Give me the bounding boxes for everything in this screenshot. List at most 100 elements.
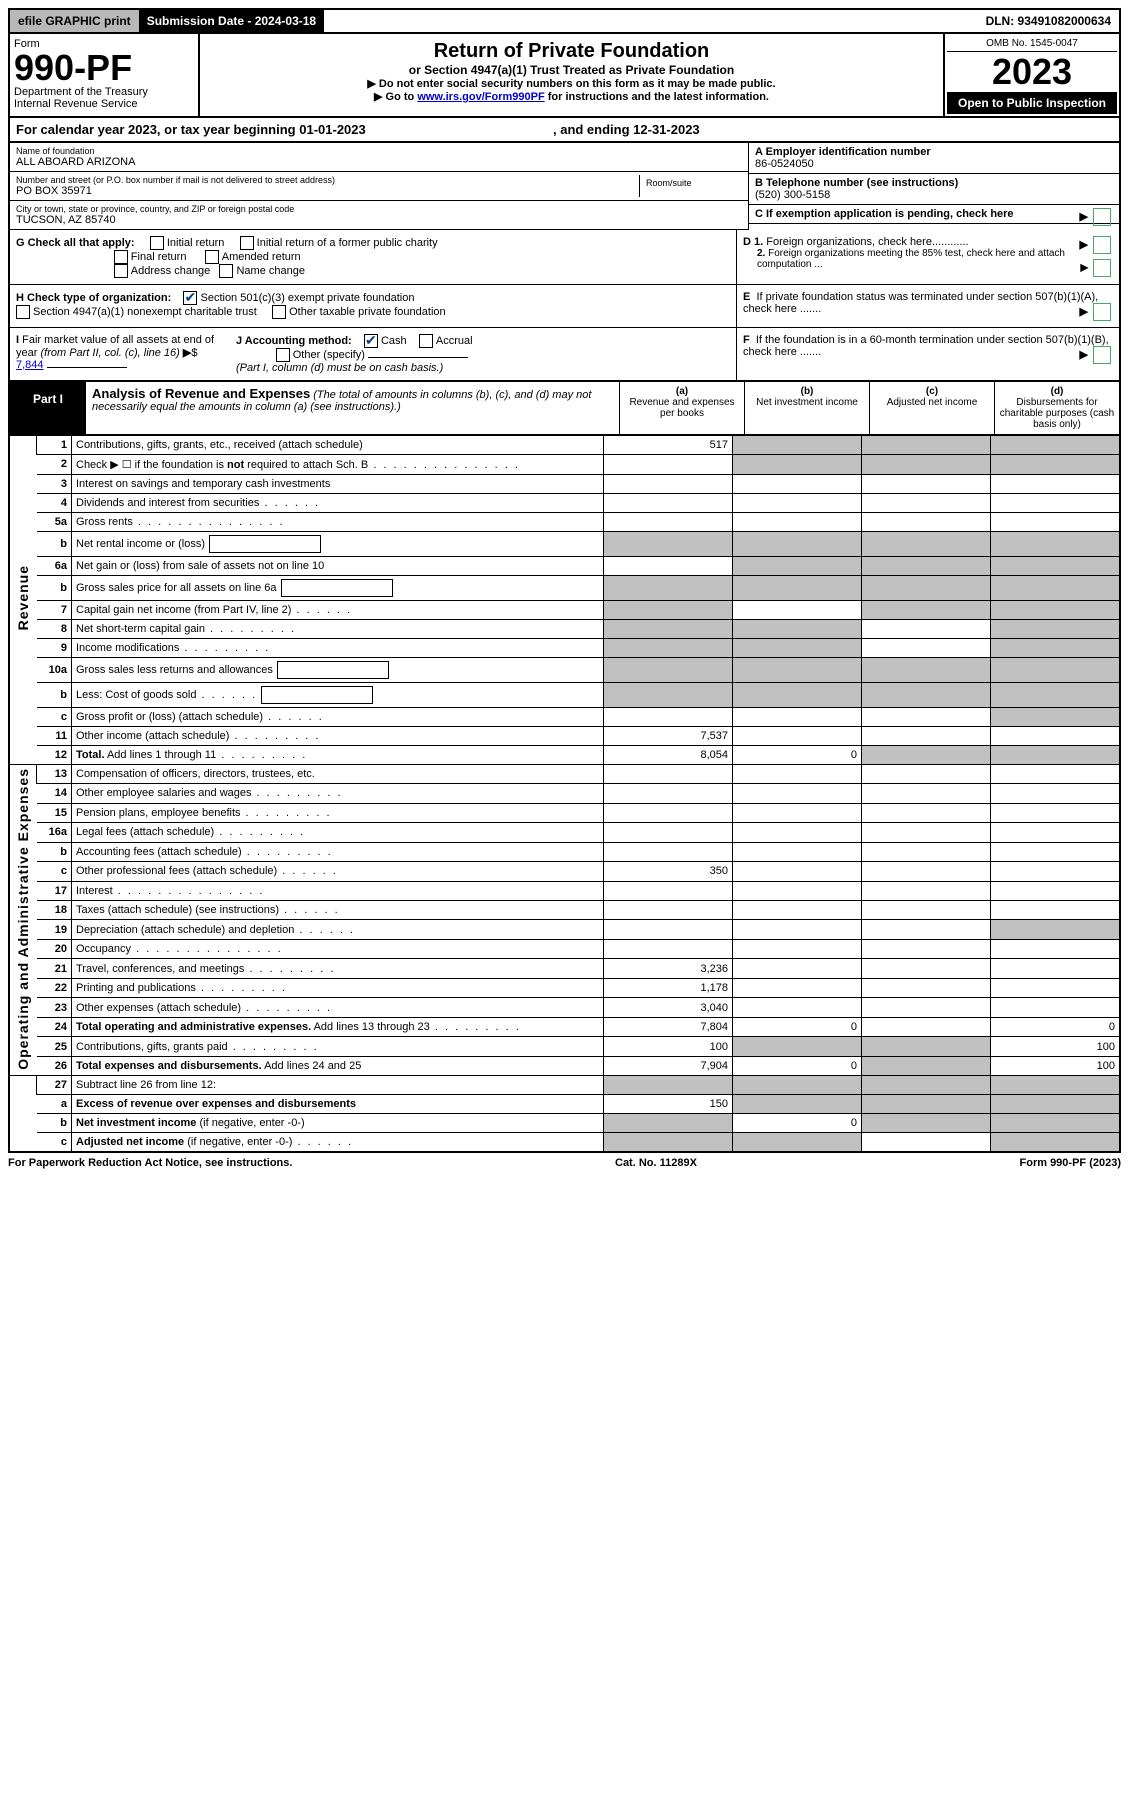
cell (862, 764, 991, 783)
row-desc: Gross sales price for all assets on line… (72, 575, 604, 600)
info-right: A Employer identification number 86-0524… (748, 143, 1119, 230)
cell (604, 575, 733, 600)
part1-desc: Analysis of Revenue and Expenses (The to… (86, 382, 619, 434)
dept: Department of the Treasury (14, 86, 194, 98)
row-num: 20 (37, 939, 72, 958)
cell: 0 (733, 1056, 862, 1076)
cell (733, 803, 862, 822)
cell (991, 959, 1121, 978)
cell: 1,178 (604, 978, 733, 997)
g-opt0: Initial return (167, 237, 224, 249)
row-desc: Dividends and interest from securities (72, 493, 604, 512)
cell (733, 784, 862, 803)
tel: (520) 300-5158 (755, 189, 1113, 201)
cell (991, 556, 1121, 575)
main-table: Revenue1Contributions, gifts, grants, et… (8, 436, 1121, 1154)
j-other[interactable] (276, 348, 290, 362)
cell (991, 436, 1121, 455)
cell (862, 823, 991, 842)
cell: 0 (733, 1114, 862, 1133)
foundation-name: ALL ABOARD ARIZONA (16, 156, 742, 168)
g-initial-former[interactable] (240, 236, 254, 250)
f-checkbox[interactable] (1093, 346, 1111, 364)
open-public: Open to Public Inspection (947, 92, 1117, 114)
cell (733, 657, 862, 682)
row-desc: Net gain or (loss) from sale of assets n… (72, 556, 604, 575)
cell (862, 939, 991, 958)
cell (604, 939, 733, 958)
cell (604, 657, 733, 682)
f-section: F If the foundation is in a 60-month ter… (736, 328, 1119, 380)
cell (862, 600, 991, 619)
row-desc: Gross profit or (loss) (attach schedule) (72, 707, 604, 726)
cell (991, 862, 1121, 881)
c-label: C If exemption application is pending, c… (755, 208, 1014, 220)
g-opt5: Name change (236, 265, 305, 277)
note1: ▶ Do not enter social security numbers o… (206, 77, 937, 90)
cell (862, 900, 991, 919)
header-right: OMB No. 1545-0047 2023 Open to Public In… (943, 34, 1119, 116)
row-desc: Adjusted net income (if negative, enter … (72, 1133, 604, 1153)
cell (604, 707, 733, 726)
row-num: 25 (37, 1037, 72, 1056)
cell (991, 707, 1121, 726)
cell (604, 900, 733, 919)
cell (733, 764, 862, 783)
g-amended[interactable] (205, 250, 219, 264)
g-name-change[interactable] (219, 264, 233, 278)
cell (991, 978, 1121, 997)
cell (733, 978, 862, 997)
header-center: Return of Private Foundation or Section … (200, 34, 943, 116)
cell (604, 1133, 733, 1153)
form-link[interactable]: www.irs.gov/Form990PF (417, 91, 544, 103)
j-accrual[interactable] (419, 334, 433, 348)
row-desc: Printing and publications (72, 978, 604, 997)
row-num: c (37, 707, 72, 726)
row-desc: Other income (attach schedule) (72, 726, 604, 745)
cell (991, 512, 1121, 531)
cell (733, 682, 862, 707)
d1-checkbox[interactable] (1093, 236, 1111, 254)
row-num: b (37, 575, 72, 600)
cell (862, 803, 991, 822)
h-other-tax[interactable] (272, 305, 286, 319)
cell (733, 436, 862, 455)
row-desc: Contributions, gifts, grants, etc., rece… (72, 436, 604, 455)
cell: 3,040 (604, 998, 733, 1017)
row-desc: Taxes (attach schedule) (see instruction… (72, 900, 604, 919)
cell (991, 823, 1121, 842)
room-suite: Room/suite (639, 175, 742, 197)
e-checkbox[interactable] (1093, 303, 1111, 321)
d2-checkbox[interactable] (1093, 259, 1111, 277)
cell: 100 (991, 1056, 1121, 1076)
cell (733, 959, 862, 978)
g-final[interactable] (114, 250, 128, 264)
j-cash[interactable] (364, 334, 378, 348)
cell (733, 842, 862, 861)
cell (733, 1095, 862, 1114)
row-desc: Interest (72, 881, 604, 900)
efile-label[interactable]: efile GRAPHIC print (10, 10, 139, 32)
cell (862, 745, 991, 764)
cell: 0 (733, 745, 862, 764)
cell (862, 842, 991, 861)
c-checkbox[interactable] (1093, 208, 1111, 226)
h-501c3[interactable] (183, 291, 197, 305)
row-num: 2 (37, 454, 72, 474)
row-num: 24 (37, 1017, 72, 1036)
side-label: Revenue (9, 436, 37, 765)
cell (862, 619, 991, 638)
fmv-link[interactable]: 7,844 (16, 359, 44, 371)
cell (733, 493, 862, 512)
h-4947[interactable] (16, 305, 30, 319)
cell (862, 1037, 991, 1056)
cell (991, 939, 1121, 958)
row-num: 22 (37, 978, 72, 997)
g-addr-change[interactable] (114, 264, 128, 278)
cell (991, 1095, 1121, 1114)
row-num: 13 (37, 764, 72, 783)
cell (862, 531, 991, 556)
cell (991, 1114, 1121, 1133)
g-initial[interactable] (150, 236, 164, 250)
row-num: 23 (37, 998, 72, 1017)
